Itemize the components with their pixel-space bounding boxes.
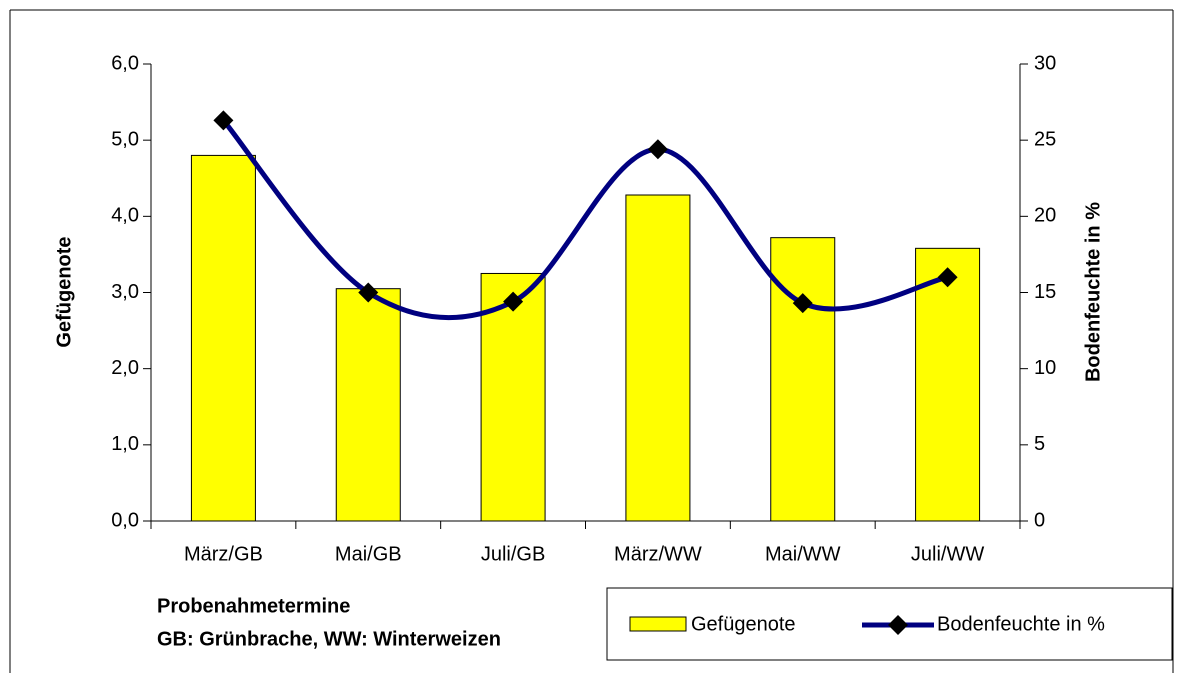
y-tick-label: 1,0 [111,433,139,455]
y-tick-label: 3,0 [111,281,139,303]
y2-tick-label: 5 [1034,433,1045,455]
legend-marker [888,615,908,635]
x-tick-label: Juli/GB [481,543,545,565]
y2-tick-label: 30 [1034,52,1056,74]
line [221,118,949,321]
x-tick-label: März/WW [614,543,702,565]
bar [625,194,691,522]
y2-tick-label: 20 [1034,205,1056,227]
annotation: GB: Grünbrache, WW: Winterweizen [157,628,501,650]
x-axis-title: Probenahmetermine [157,595,350,617]
y2-tick-label: 25 [1034,128,1056,150]
y-axis-title: Gefügenote [53,236,75,347]
marker [358,282,379,303]
marker [213,110,234,131]
legend-label: Gefügenote [691,613,796,635]
y2-axis-title: Bodenfeuchte in % [1082,202,1104,382]
bar [190,154,256,522]
x-tick-label: März/GB [184,543,263,565]
bar [915,247,981,522]
y2-tick-label: 15 [1034,281,1056,303]
y-tick-label: 2,0 [111,357,139,379]
marker [503,291,524,312]
y2-tick-label: 0 [1034,509,1045,531]
bar [335,288,401,522]
marker [792,293,813,314]
bar [480,272,546,522]
y-tick-label: 4,0 [111,205,139,227]
x-tick-label: Juli/WW [911,543,984,565]
y-tick-label: 6,0 [111,52,139,74]
x-tick-label: Mai/GB [335,543,402,565]
x-tick-label: Mai/WW [765,543,841,565]
y-tick-label: 0,0 [111,509,139,531]
legend-swatch [629,616,687,632]
bar [770,237,836,522]
marker [937,267,958,288]
legend-label: Bodenfeuchte in % [937,613,1105,635]
y-tick-label: 5,0 [111,128,139,150]
y2-tick-label: 10 [1034,357,1056,379]
marker [647,139,668,160]
